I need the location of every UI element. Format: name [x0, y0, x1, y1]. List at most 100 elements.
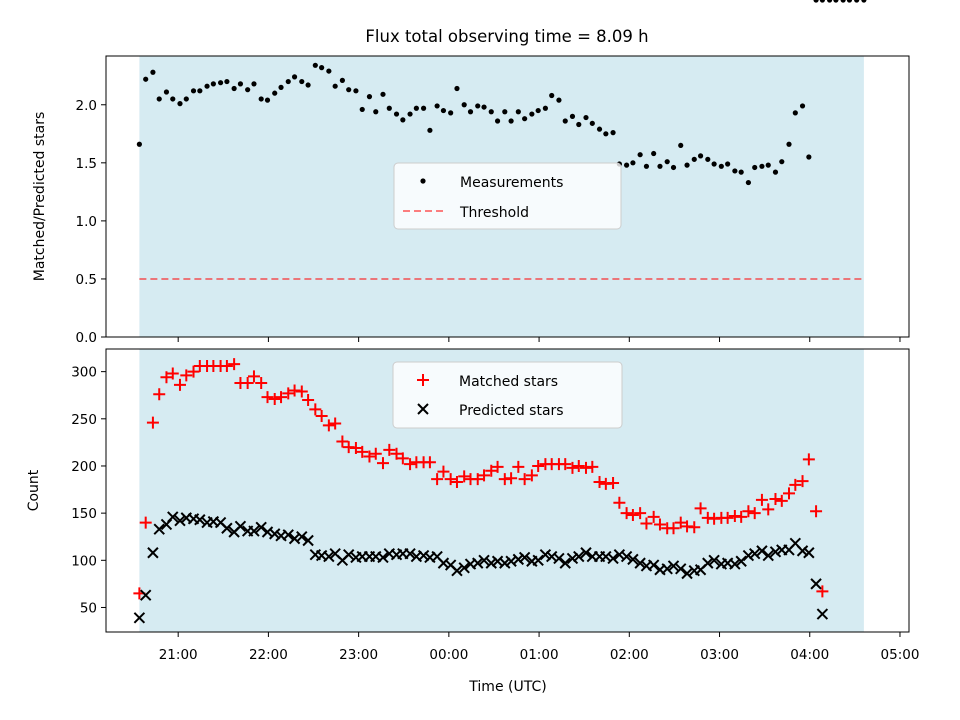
matched-stars-points	[133, 358, 829, 600]
matched-star-point	[173, 378, 186, 391]
x-tick-label: 01:00	[520, 647, 559, 663]
measurement-point	[833, 0, 839, 3]
measurement-point	[231, 85, 237, 92]
predicted-star-point	[756, 545, 768, 557]
matched-star-point	[694, 502, 707, 515]
measurement-point	[779, 159, 785, 165]
predicted-star-point	[566, 552, 579, 565]
matched-star-point	[674, 516, 687, 529]
predicted-star-point	[735, 555, 747, 567]
x-tick-label: 00:00	[429, 647, 468, 663]
measurement-point	[508, 118, 514, 124]
measurement-point	[339, 77, 345, 83]
predicted-star-point	[512, 553, 525, 566]
predicted-star-point	[248, 525, 260, 537]
predicted-star-point	[796, 545, 809, 557]
measurement-point	[637, 152, 643, 158]
matched-star-point	[247, 370, 260, 383]
measurement-point	[752, 164, 758, 171]
matched-star-point	[220, 359, 233, 372]
measurement-point	[792, 110, 798, 116]
predicted-star-point	[174, 514, 186, 527]
predicted-star-point	[729, 558, 741, 570]
matched-star-point	[688, 521, 701, 534]
measurement-point	[407, 111, 413, 117]
measurement-point	[759, 163, 765, 169]
predicted-legend-label: Predicted stars	[459, 403, 564, 419]
measurement-point	[678, 142, 684, 149]
matched-star-point	[735, 510, 748, 523]
matched-star-point	[450, 476, 463, 489]
matched-star-point	[153, 388, 166, 401]
measurement-point	[183, 96, 189, 102]
predicted-star-point	[647, 559, 660, 571]
predicted-star-point	[221, 522, 233, 534]
predicted-star-point	[675, 563, 687, 575]
measurement-point	[272, 90, 278, 96]
matched-star-point	[634, 507, 647, 520]
predicted-star-point	[539, 548, 552, 561]
measurement-point	[258, 96, 264, 102]
predicted-star-point	[472, 557, 484, 569]
matched-star-point	[491, 460, 504, 473]
measurement-point	[738, 169, 744, 175]
bottom-panel-frame	[105, 348, 910, 633]
measurement-point	[326, 68, 332, 74]
measurement-point	[278, 84, 284, 90]
measurement-point	[854, 0, 860, 3]
measurement-point	[502, 109, 508, 115]
predicted-star-point	[580, 547, 592, 559]
matched-star-point	[566, 461, 579, 474]
measurement-point	[542, 105, 548, 111]
matched-star-point	[349, 442, 362, 455]
y-tick-label: 2.0	[76, 98, 97, 114]
y-tick-label: 1.0	[76, 214, 97, 230]
x-tick-label: 02:00	[610, 647, 649, 663]
matched-star-point	[755, 493, 768, 506]
measurement-point	[299, 78, 305, 85]
measurement-point	[454, 85, 460, 92]
measurement-point	[156, 96, 162, 102]
measurement-point	[475, 103, 481, 109]
measurement-point	[610, 130, 616, 136]
y-tick-label: 250	[71, 412, 97, 428]
matched-star-point	[356, 445, 369, 458]
matched-star-point	[166, 367, 179, 380]
predicted-star-point	[702, 557, 714, 569]
predicted-star-point	[147, 547, 159, 559]
matched-star-point	[505, 472, 518, 485]
predicted-star-point	[458, 562, 470, 574]
measurement-point	[786, 141, 792, 147]
matched-star-point	[275, 391, 288, 404]
predicted-star-point	[302, 534, 314, 547]
y-tick-label: 200	[71, 459, 97, 475]
measurement-point	[840, 0, 846, 3]
predicted-star-point	[573, 550, 585, 563]
measurement-point	[846, 0, 853, 3]
bottom-y-axis-label: Count	[26, 469, 42, 511]
matched-star-point	[653, 518, 666, 531]
predicted-star-point	[749, 547, 761, 560]
predicted-star-point	[742, 549, 755, 562]
matched-star-point	[228, 358, 241, 371]
measurement-point	[163, 89, 170, 95]
measurement-point	[670, 164, 677, 171]
x-tick-label: 03:00	[700, 647, 739, 663]
measurement-point	[346, 87, 352, 93]
top-x-ticks	[177, 337, 901, 342]
predicted-star-point	[404, 547, 416, 560]
measurement-point	[434, 103, 440, 109]
measurement-point	[210, 81, 216, 87]
predicted-star-point	[607, 552, 619, 565]
predicted-star-point	[681, 567, 693, 580]
matched-star-point	[478, 469, 491, 482]
measurement-point	[386, 105, 392, 111]
measurement-point	[143, 76, 149, 82]
measurement-point	[569, 113, 576, 119]
matched-star-point	[518, 473, 531, 486]
matched-star-point	[437, 465, 450, 478]
matched-star-point	[302, 393, 315, 406]
measurement-point	[651, 150, 657, 157]
measurement-point	[420, 105, 427, 111]
measurement-point	[217, 80, 224, 86]
